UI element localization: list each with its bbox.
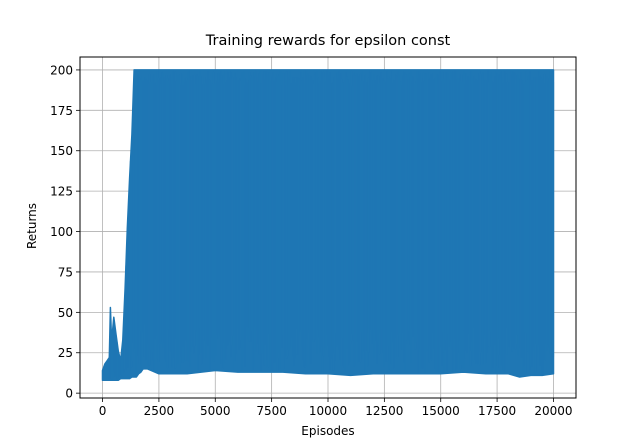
x-tick-label: 7500 (256, 404, 287, 418)
y-tick-label: 150 (50, 144, 73, 158)
y-tick-label: 100 (50, 225, 73, 239)
x-axis-label: Episodes (301, 424, 354, 438)
data-area (101, 69, 555, 381)
x-tick-label: 10000 (309, 404, 347, 418)
y-tick-label: 75 (58, 265, 73, 279)
x-tick-label: 15000 (422, 404, 460, 418)
y-tick-label: 200 (50, 63, 73, 77)
x-axis: 0 2500 5000 7500 10000 12500 15000 17500 20000 (99, 398, 573, 418)
x-tick-label: 20000 (534, 404, 572, 418)
y-tick-label: 175 (50, 104, 73, 118)
y-axis-label: Returns (25, 203, 39, 249)
x-tick-label: 0 (99, 404, 107, 418)
y-tick-label: 50 (58, 306, 73, 320)
x-tick-label: 2500 (144, 404, 175, 418)
y-tick-label: 0 (65, 387, 73, 401)
y-tick-label: 25 (58, 346, 73, 360)
y-tick-label: 125 (50, 185, 73, 199)
x-tick-label: 5000 (200, 404, 231, 418)
x-tick-label: 12500 (365, 404, 403, 418)
chart-title: Training rewards for epsilon const (205, 33, 451, 49)
x-tick-label: 17500 (478, 404, 516, 418)
y-axis: 0 25 50 75 100 125 150 175 200 (50, 63, 80, 401)
